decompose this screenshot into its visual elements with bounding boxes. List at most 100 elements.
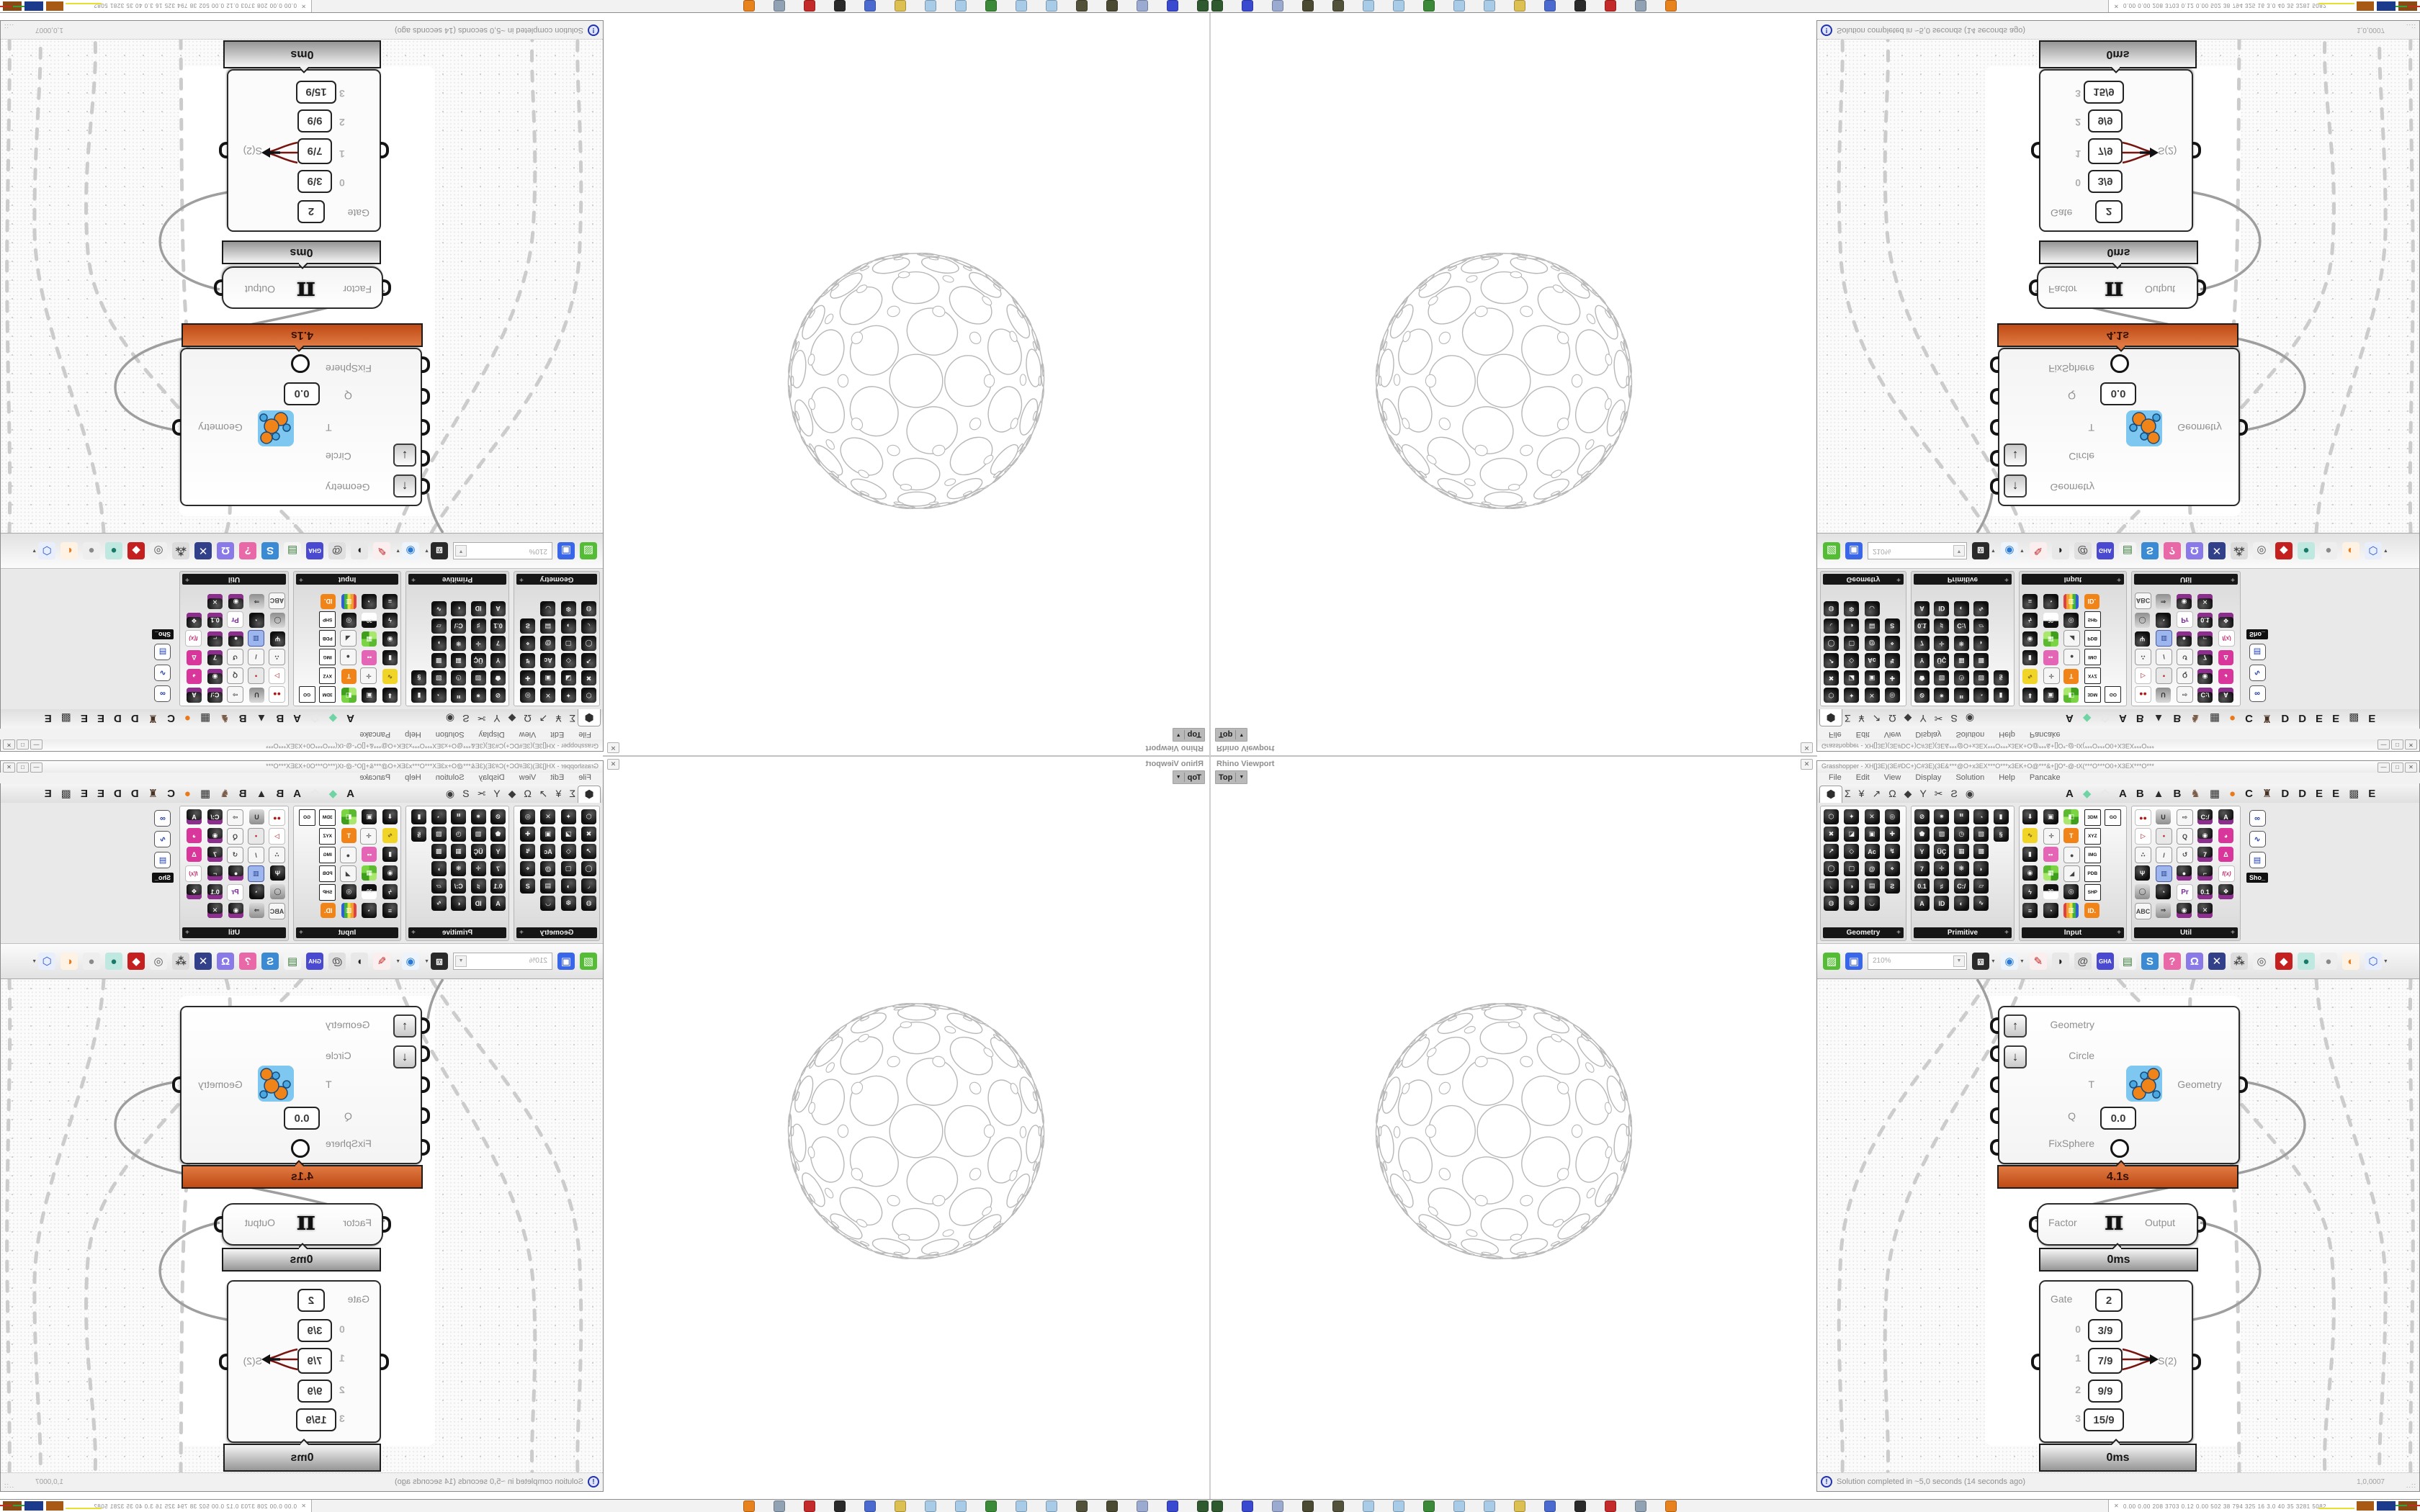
canvas-zoom-box[interactable]: 210% ▼ — [1868, 542, 1967, 559]
palette-icon[interactable]: ◔ — [431, 809, 447, 824]
palette-icon[interactable]: ▱ — [1973, 878, 1989, 894]
palette-icon[interactable]: ∿ — [1973, 896, 1989, 911]
palette-icon[interactable]: ▦ — [1953, 844, 1969, 859]
sketch-pen-icon[interactable]: ✎ — [373, 953, 391, 970]
taskbar-app-icon[interactable] — [1363, 1500, 1374, 1512]
maximize-button[interactable]: □ — [17, 739, 29, 750]
palette-icon[interactable]: ✛ — [470, 636, 486, 651]
palette-footer-util[interactable]: Util + — [182, 927, 286, 938]
chevron-down-icon[interactable]: ▼ — [2019, 958, 2025, 964]
close-button[interactable]: ✕ — [2405, 762, 2417, 773]
palette-icon[interactable]: ⬡ — [581, 809, 596, 824]
zoom-extents-icon[interactable]: ⧈ — [1972, 953, 1989, 970]
preview-eye-icon[interactable]: ◉ — [2000, 953, 2018, 970]
palette-icon[interactable]: @ — [1864, 861, 1880, 876]
palette-icon[interactable]: ◯ — [1824, 861, 1839, 876]
taskbar-app-icon[interactable] — [1514, 1500, 1525, 1512]
plugin-tab-1[interactable]: ◆ — [2082, 712, 2092, 724]
plugin-tab-10[interactable]: C — [2245, 712, 2253, 724]
taskbar-app-icon[interactable] — [1393, 0, 1404, 12]
sketch-pen-icon[interactable]: ✎ — [2029, 953, 2047, 970]
plugin-tab-4[interactable]: B — [276, 788, 284, 800]
viewport-tab-top[interactable]: Top ▼ — [1215, 770, 1248, 784]
palette-expand-icon[interactable]: + — [185, 575, 189, 583]
chevron-down-icon[interactable]: ▼ — [424, 548, 429, 554]
palette-icon[interactable]: Y — [490, 844, 506, 859]
wire-rings-icon[interactable]: ◎ — [150, 542, 168, 559]
category-tab-0[interactable]: Σ — [569, 713, 575, 724]
category-tab-7[interactable]: Ƨ — [1950, 713, 1958, 724]
palette-icon[interactable]: ▤ — [2249, 852, 2266, 868]
palette-icon[interactable]: ▤ — [2249, 644, 2266, 660]
palette-icon[interactable]: ◯ — [581, 861, 596, 876]
jumble-icon[interactable]: ✕ — [194, 953, 212, 970]
palette-expand-icon[interactable]: + — [411, 575, 416, 583]
palette-expand-icon[interactable]: + — [519, 575, 524, 583]
palette-icon[interactable]: ⇨ — [227, 809, 243, 826]
plugin-tab-9[interactable]: ● — [184, 788, 191, 800]
resize-grip[interactable]: ..:: — [2406, 23, 2416, 30]
ball-blue-icon[interactable]: ⬡ — [38, 953, 56, 970]
category-tab-3[interactable]: Ω — [524, 713, 532, 724]
palette-icon[interactable]: ▮ — [382, 650, 398, 665]
palette-icon[interactable]: ▷ — [2135, 667, 2151, 684]
palette-icon[interactable]: ⌐ — [2197, 631, 2213, 647]
plugin-tab-8[interactable]: ▦ — [200, 788, 211, 800]
palette-icon[interactable]: ✚ — [1884, 670, 1900, 685]
palette-icon[interactable]: ✛ — [360, 828, 377, 845]
gate-component[interactable]: Gate 2 S(2) 0 3/9 1 7/9 2 9/9 3 15/9 — [2031, 69, 2201, 232]
palette-icon[interactable]: C:/ — [2197, 809, 2213, 824]
palette-icon[interactable]: 7 — [207, 650, 223, 665]
plugin-tab-0[interactable]: A — [2066, 712, 2074, 724]
grasshopper-titlebar[interactable]: Grasshopper - XH[]3E)(3E#DC+)C#3E)(3E&**… — [1, 739, 603, 751]
taskbar-app-icon[interactable] — [1484, 1500, 1495, 1512]
taskbar-app-icon[interactable] — [774, 0, 785, 12]
search-icon[interactable]: S — [261, 542, 279, 559]
palette-icon[interactable]: IMG — [319, 649, 336, 665]
gate-row-value[interactable]: 7/9 — [2088, 1348, 2123, 1374]
taskbar-app-icon[interactable] — [1635, 0, 1646, 12]
palette-icon[interactable]: ▪▪ — [2043, 847, 2058, 862]
category-tab-1[interactable]: ¥ — [1858, 713, 1865, 724]
taskbar-app-icon[interactable] — [1605, 1500, 1616, 1512]
palette-icon[interactable]: Ƨ — [1884, 618, 1900, 634]
menu-item-view[interactable]: View — [1883, 730, 1901, 739]
gate-row-value[interactable]: 7/9 — [297, 1348, 332, 1374]
palette-icon[interactable]: ◎ — [1884, 688, 1900, 703]
palette-icon[interactable]: ◉ — [2022, 631, 2038, 647]
gate-row-value[interactable]: 3/9 — [297, 1319, 332, 1342]
palette-icon[interactable]: ▩ — [431, 844, 447, 859]
palette-icon[interactable]: ◔ — [1973, 809, 1989, 824]
palette-icon[interactable]: PDB — [319, 865, 336, 882]
page-icon[interactable]: ▤ — [284, 542, 302, 559]
gate-row-value[interactable]: 15/9 — [296, 1408, 336, 1431]
input-grip-t[interactable] — [1990, 1076, 1999, 1093]
palette-expand-icon[interactable]: + — [2231, 929, 2235, 937]
palette-icon[interactable]: 7 — [490, 636, 506, 651]
palette-footer-util[interactable]: Util + — [2134, 927, 2238, 938]
ball-blue-icon[interactable]: ⬡ — [38, 542, 56, 559]
category-tab-6[interactable]: ✂ — [1934, 788, 1943, 799]
palette-icon[interactable]: ● — [2063, 649, 2081, 665]
palette-icon[interactable]: ≡ — [2022, 903, 2038, 918]
palette-icon[interactable]: ◐ — [1953, 601, 1969, 616]
menu-item-solution[interactable]: Solution — [435, 773, 465, 782]
output-grip-geometry[interactable] — [2239, 1076, 2248, 1093]
search-icon[interactable]: S — [2141, 953, 2159, 970]
category-tab-5[interactable]: Y — [493, 713, 501, 724]
palette-icon[interactable]: ÜÇ — [1934, 844, 1950, 859]
gate-row-value[interactable]: 15/9 — [296, 81, 336, 104]
palette-icon[interactable]: ∞ — [154, 810, 171, 827]
palette-icon[interactable]: ▨ — [1934, 827, 1950, 842]
palette-icon[interactable]: ⇒ — [249, 903, 264, 918]
taskbar-app-icon[interactable] — [834, 1500, 846, 1512]
category-tab-7[interactable]: Ƨ — [462, 713, 470, 724]
palette-footer-geometry[interactable]: Geometry + — [1823, 574, 1904, 585]
palette-icon[interactable]: ▥ — [248, 865, 264, 882]
chevron-down-icon[interactable]: ▼ — [424, 958, 429, 964]
gate-row-value[interactable]: 7/9 — [2088, 138, 2123, 164]
palette-icon[interactable]: XYZ — [319, 667, 336, 684]
plugin-tab-7[interactable]: ♞ — [220, 788, 230, 800]
palette-icon[interactable]: ▣ — [540, 827, 556, 842]
palette-icon[interactable]: 0.1 — [207, 884, 223, 899]
